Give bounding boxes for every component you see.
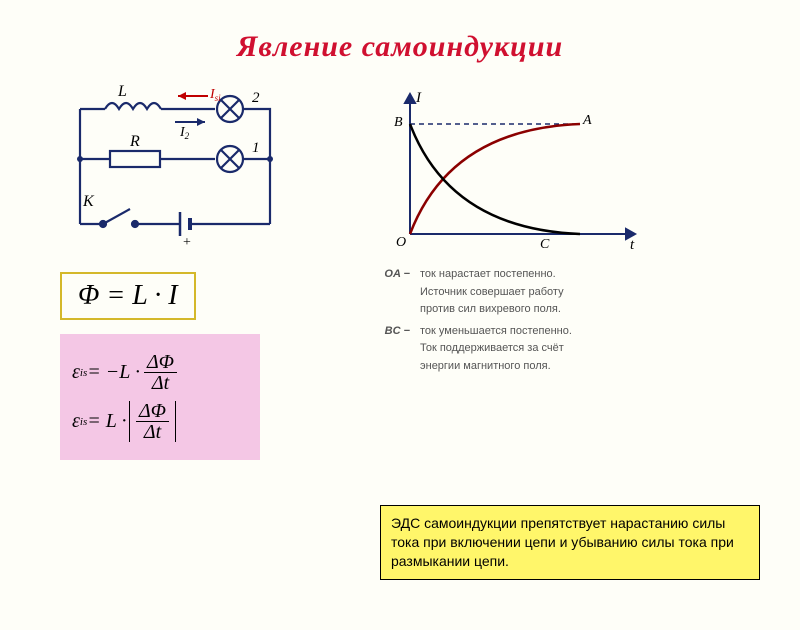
abs: ΔΦ Δt	[127, 401, 179, 442]
circuit-diagram: L R K Isi I2 1 2 +	[60, 84, 300, 254]
page-title: Явление самоиндукции	[0, 30, 800, 64]
point-C: C	[540, 237, 550, 252]
label-plus: +	[183, 235, 191, 250]
label-I2: I2	[179, 125, 190, 141]
formula-emf: ε is = −L · ΔΦ Δt ε is = L · ΔΦ Δt	[60, 334, 260, 460]
axis-y-label: I	[415, 90, 422, 106]
circuit-wires	[77, 96, 273, 236]
point-B: B	[394, 115, 403, 130]
emf-line2: ε is = L · ΔΦ Δt	[72, 401, 248, 442]
graph-axes	[405, 94, 635, 239]
label-2: 2	[252, 90, 260, 106]
point-A: A	[582, 113, 592, 128]
frac1: ΔΦ Δt	[144, 352, 177, 393]
eps2: ε	[72, 410, 80, 433]
graph-legend: OA − ток нарастает постепенно. Источник …	[380, 266, 770, 376]
label-L: L	[117, 84, 127, 100]
content-row: L R K Isi I2 1 2 + Φ = L · I ε is = −L ·…	[0, 64, 800, 460]
inductor-icon	[105, 103, 161, 109]
eps1: ε	[72, 361, 80, 384]
label-R: R	[129, 133, 140, 150]
label-Isi: Isi	[209, 87, 221, 103]
axis-x-label: t	[630, 237, 635, 253]
left-column: L R K Isi I2 1 2 + Φ = L · I ε is = −L ·…	[60, 84, 340, 460]
arrow-isi	[178, 92, 208, 100]
point-O: O	[396, 235, 406, 250]
eps2-sub: is	[80, 416, 87, 428]
conclusion-box: ЭДС самоиндукции препятствует нарастанию…	[380, 505, 760, 580]
frac2: ΔΦ Δt	[136, 401, 169, 442]
current-graph: I t O B A C	[380, 84, 650, 254]
label-1: 1	[252, 140, 260, 156]
legend-oa: OA − ток нарастает постепенно. Источник …	[380, 266, 770, 319]
right-column: I t O B A C OA − ток нарастает постепенн…	[380, 84, 770, 460]
formula-flux: Φ = L · I	[60, 272, 196, 320]
eps1-sub: is	[80, 367, 87, 379]
eq2: = L ·	[87, 410, 126, 433]
eq1: = −L ·	[87, 361, 140, 384]
label-K: K	[82, 193, 95, 210]
emf-line1: ε is = −L · ΔΦ Δt	[72, 352, 248, 393]
legend-bc: BC − ток уменьшается постепенно. Ток под…	[380, 323, 770, 376]
switch-icon	[103, 209, 130, 224]
